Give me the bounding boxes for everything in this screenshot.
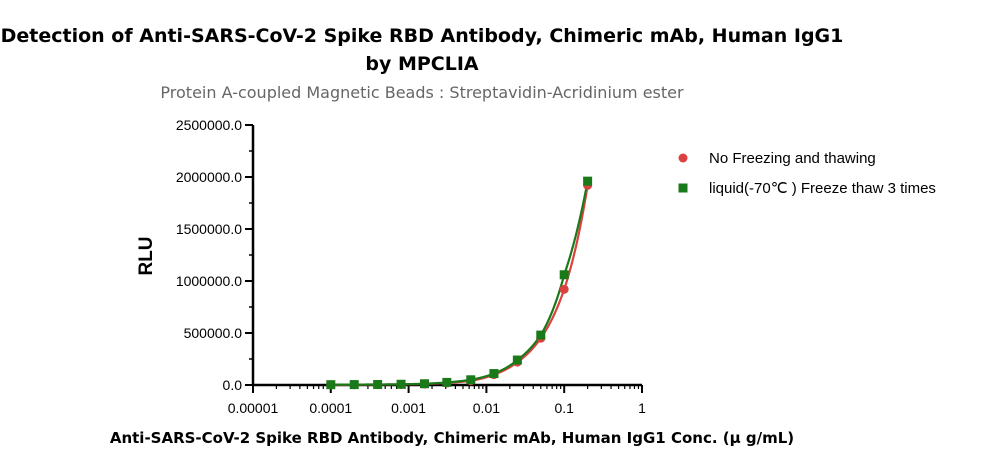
data-point-series-2 — [536, 330, 546, 340]
chart-title: Detection of Anti-SARS-CoV-2 Spike RBD A… — [1, 25, 844, 47]
y-tick-label: 500000.0 — [184, 325, 243, 341]
y-tick-label: 2000000.0 — [176, 169, 242, 185]
y-tick-label: 0.0 — [223, 377, 243, 393]
y-axis-label: RLU — [136, 236, 157, 275]
data-point-series-2 — [559, 270, 569, 280]
x-tick-label: 0.1 — [554, 400, 574, 416]
x-axis-label: Anti-SARS-CoV-2 Spike RBD Antibody, Chim… — [110, 429, 794, 447]
x-tick-label: 0.001 — [391, 400, 426, 416]
fit-curve-1 — [330, 185, 589, 386]
data-point-series-2 — [512, 355, 522, 365]
x-tick-label: 0.01 — [473, 400, 500, 416]
chart-subtitle: Protein A-coupled Magnetic Beads : Strep… — [160, 83, 684, 102]
legend: No Freezing and thawing liquid(-70℃ ) Fre… — [678, 150, 936, 197]
data-points — [326, 176, 593, 390]
y-tick-label: 2500000.0 — [176, 117, 242, 133]
y-tick-label: 1000000.0 — [176, 273, 242, 289]
legend-marker-2 — [678, 183, 688, 193]
fit-curves — [330, 180, 589, 386]
legend-marker-1 — [678, 153, 688, 163]
x-tick-label: 1 — [638, 400, 646, 416]
chart-title-line-2: by MPCLIA — [365, 53, 479, 75]
data-point-series-2 — [489, 369, 499, 379]
data-point-series-1 — [559, 284, 569, 294]
data-point-series-2 — [583, 176, 593, 186]
data-point-series-2 — [373, 379, 383, 389]
y-tick-label: 1500000.0 — [176, 221, 242, 237]
x-tick-label: 0.0001 — [309, 400, 352, 416]
fit-curve-2 — [330, 180, 589, 386]
legend-label-1: No Freezing and thawing — [709, 150, 876, 167]
axes: 0.0 500000.0 1000000.0 1500000.0 2000000.0 25… — [176, 117, 646, 416]
data-point-series-2 — [349, 380, 359, 390]
data-point-series-2 — [466, 375, 476, 385]
data-point-series-2 — [419, 379, 429, 389]
data-point-series-2 — [396, 379, 406, 389]
data-point-series-2 — [326, 380, 336, 390]
legend-label-2: liquid(-70℃ ) Freeze thaw 3 times — [709, 180, 936, 197]
data-point-series-2 — [442, 377, 452, 387]
x-tick-label: 0.00001 — [228, 400, 279, 416]
